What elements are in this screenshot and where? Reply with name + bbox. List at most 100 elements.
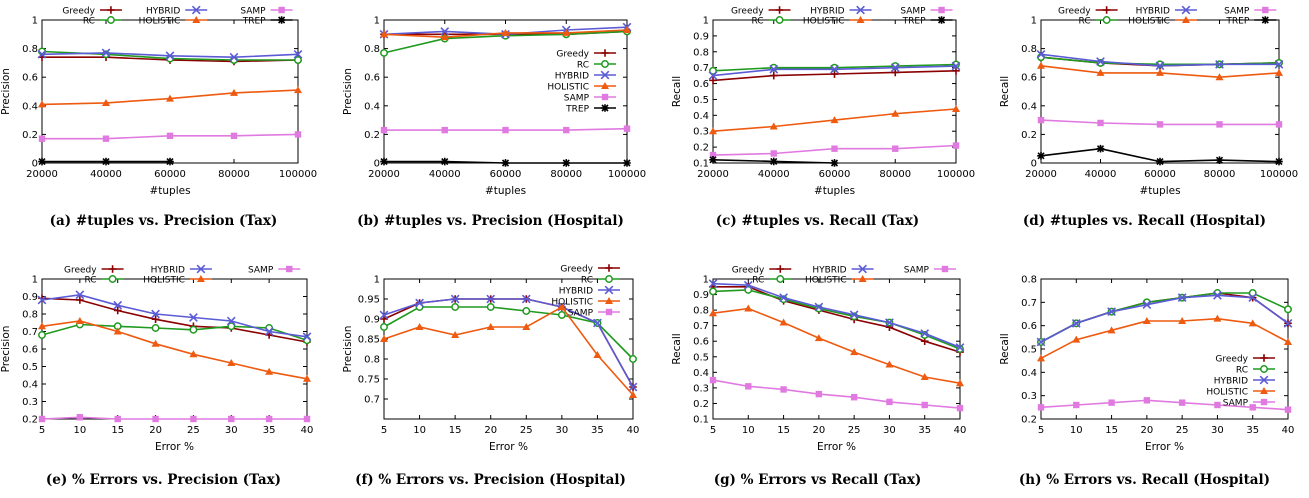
x-tick-label: 15: [111, 425, 124, 436]
data-point-hybrid: [890, 63, 900, 73]
data-point-holistic: [1284, 338, 1292, 345]
caption-a: (a) #tuples vs. Precision (Tax): [49, 213, 278, 229]
data-point-samp: [956, 404, 964, 412]
series-line-holistic: [41, 320, 308, 380]
y-axis-label: Precision: [0, 68, 12, 115]
y-axis-label: Precision: [342, 68, 354, 115]
data-point-hybrid: [814, 302, 824, 312]
x-tick-label: 20: [812, 425, 825, 436]
legend-marker-greedy: [775, 6, 784, 14]
data-point-hybrid: [743, 280, 753, 290]
legend-label-greedy: Greedy: [560, 265, 593, 275]
data-point-samp: [1037, 116, 1045, 124]
y-tick-label: 0.2: [22, 130, 38, 141]
y-tick-label: 0.8: [22, 310, 38, 321]
legend-marker-greedy: [108, 265, 117, 273]
data-point-hybrid: [229, 52, 239, 62]
x-axis-label: #tuples: [814, 185, 855, 197]
legend-marker-greedy: [601, 49, 609, 57]
y-tick-label: 0.6: [693, 337, 709, 348]
data-point-hybrid: [521, 294, 531, 304]
y-tick-label: 0.4: [693, 111, 709, 122]
series-line-hybrid: [712, 282, 961, 349]
data-point-holistic: [1213, 314, 1222, 322]
data-point-hybrid: [628, 382, 638, 392]
data-point-holistic: [956, 379, 964, 387]
x-tick-label: 10: [413, 425, 426, 436]
y-tick-label: 0.4: [1021, 368, 1037, 379]
legend-marker-rc: [108, 275, 117, 283]
chart-b: 0 0.2 0.4 0.6 0.8 1 20000 40000 60000 80000 100000…: [342, 16, 646, 198]
series-line-holistic: [1040, 317, 1289, 360]
data-point-samp: [1037, 404, 1045, 411]
legend-label-rc: RC: [577, 61, 589, 71]
data-point-hybrid: [379, 310, 389, 320]
x-tick-label: 20: [484, 425, 497, 436]
chart-h: 0.2 0.3 0.4 0.5 0.6 0.7 0.8 5 10 15 20 25 30 35 40 Erro…: [999, 275, 1294, 454]
y-tick-label: 0.8: [1021, 275, 1037, 286]
legend-marker-rc: [1260, 365, 1268, 373]
series-line-holistic: [383, 305, 634, 396]
data-point-holistic: [952, 104, 960, 112]
legend-marker-greedy: [605, 264, 613, 272]
data-point-samp: [770, 150, 777, 157]
data-point-hybrid: [1142, 300, 1152, 310]
legend-label-holistic: HOLISTIC: [1206, 388, 1248, 398]
data-point-samp: [441, 126, 448, 134]
data-point-samp: [230, 132, 238, 140]
data-point-samp: [780, 386, 787, 393]
data-point-samp: [502, 126, 509, 134]
data-point-holistic: [769, 122, 778, 130]
legend-marker-trep: [937, 16, 946, 24]
series-line-rc: [41, 323, 308, 342]
legend-marker-holistic: [1260, 387, 1268, 394]
data-point-samp: [190, 415, 197, 423]
data-point-samp: [563, 126, 570, 134]
y-tick-label: 0.3: [693, 127, 709, 138]
y-tick-label: 0.9: [364, 315, 380, 326]
data-point-hybrid: [951, 61, 961, 71]
data-point-trep: [1215, 156, 1224, 164]
x-tick-label: 20000: [1025, 169, 1057, 180]
legend-marker-trep: [601, 104, 609, 112]
x-tick-label: 60000: [819, 169, 851, 180]
data-point-hybrid: [708, 279, 718, 289]
data-point-samp: [1249, 404, 1256, 411]
legend-marker-samp: [941, 265, 949, 273]
data-point-holistic: [501, 28, 510, 36]
y-tick-label: 0.9: [693, 31, 709, 42]
legend-marker-holistic: [605, 297, 613, 304]
data-point-trep: [1275, 157, 1283, 166]
series-line-samp: [1040, 399, 1289, 411]
y-tick-label: 0.6: [1021, 73, 1037, 84]
data-point-hybrid: [1071, 318, 1081, 328]
data-point-rc: [451, 303, 460, 311]
data-point-hybrid: [415, 298, 424, 308]
chart-d: 0 0.2 0.4 0.6 0.8 1 20000 40000 60000 80000 100000…: [999, 5, 1298, 197]
x-tick-label: 35: [918, 425, 931, 436]
x-tick-label: 30: [225, 425, 238, 436]
data-point-samp: [623, 125, 631, 132]
x-tick-label: 100000: [1260, 169, 1298, 180]
legend-marker-samp: [938, 6, 945, 14]
legend-label-greedy: Greedy: [556, 50, 589, 60]
legend-marker-samp: [601, 93, 609, 101]
data-point-trep: [166, 157, 174, 166]
y-tick-label: 0.8: [364, 44, 380, 55]
legend-label-samp: SAMP: [568, 309, 594, 319]
data-point-samp: [1097, 119, 1104, 127]
data-point-holistic: [1072, 335, 1081, 343]
data-point-holistic: [151, 339, 160, 347]
legend-marker-trep: [1261, 16, 1270, 24]
y-tick-label: 0.7: [22, 327, 38, 338]
legend-marker-samp: [1260, 398, 1268, 406]
y-axis-label: Precision: [342, 326, 354, 373]
data-point-holistic: [1107, 326, 1116, 334]
data-point-hybrid: [37, 295, 47, 305]
y-tick-label: 0.75: [358, 375, 380, 386]
y-tick-label: 0.2: [1021, 130, 1037, 141]
plot-frame: [712, 19, 957, 164]
data-point-hybrid: [165, 51, 175, 61]
legend-marker-hybrid: [1181, 5, 1191, 15]
